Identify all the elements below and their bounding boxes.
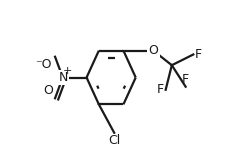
Text: F: F — [181, 73, 188, 86]
Text: F: F — [156, 82, 164, 95]
Text: ⁻O: ⁻O — [35, 58, 51, 71]
Text: F: F — [194, 48, 201, 61]
Text: O: O — [148, 44, 158, 57]
Text: Cl: Cl — [108, 134, 120, 147]
Text: N: N — [59, 71, 68, 84]
Text: O: O — [44, 84, 53, 97]
Text: +: + — [62, 66, 72, 76]
